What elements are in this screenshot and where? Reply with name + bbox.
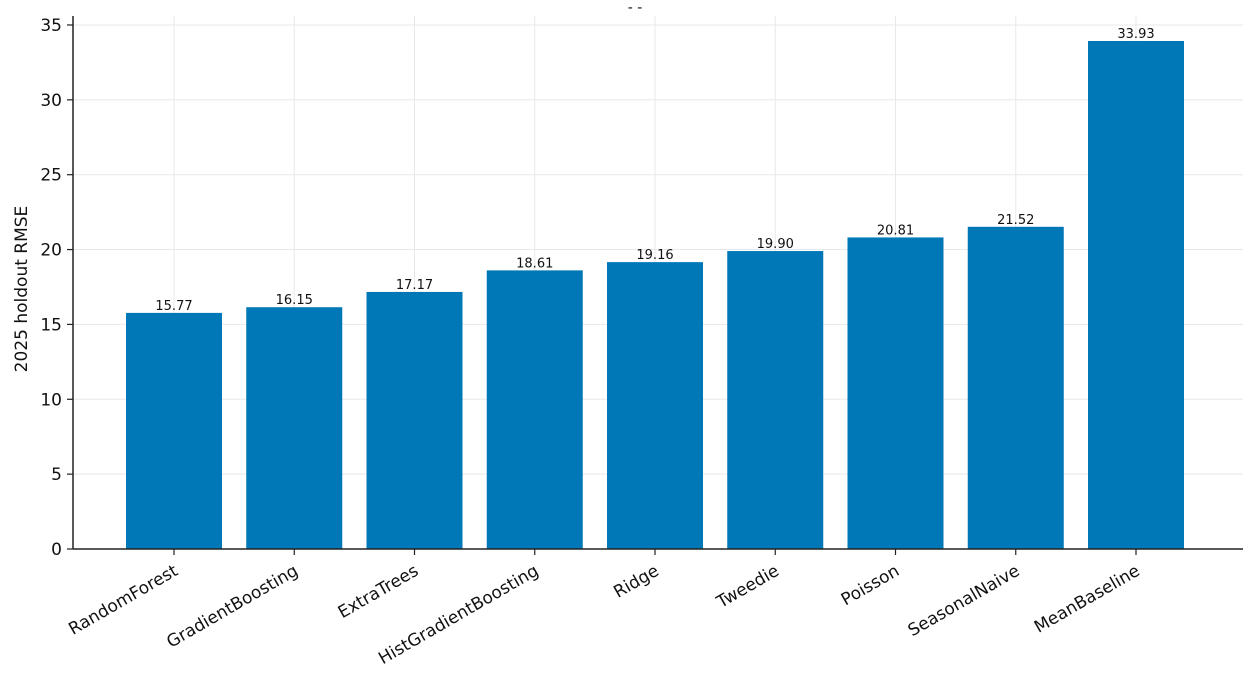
chart-title: - - [628,0,643,16]
bar-value-label: 19.90 [757,237,794,252]
bar-value-label: 20.81 [877,223,914,238]
bar-value-label: 33.93 [1117,27,1154,42]
bar-RandomForest [126,312,222,549]
x-tick-label: MeanBaseline [1031,561,1144,638]
bars [126,41,1184,550]
bar-Ridge [607,262,703,549]
bar-MeanBaseline [1088,41,1184,550]
bar-value-label: 15.77 [155,299,192,314]
axes [72,16,1243,550]
bar-Tweedie [727,251,824,549]
y-tick-label: 30 [40,91,62,111]
y-tick-label: 5 [51,465,62,485]
bar-HistGradientBoosting [486,270,583,549]
y-ticks: 0 5 10 15 20 25 30 35 [40,16,73,560]
x-tick-label: Ridge [610,561,662,603]
x-tick-label: RandomForest [65,561,181,640]
bar-SeasonalNaive [967,226,1064,549]
y-tick-label: 15 [40,315,62,335]
y-tick-label: 35 [40,16,62,36]
bar-ExtraTrees [366,291,463,549]
x-tick-label: Tweedie [713,561,783,613]
bar-value-label: 18.61 [516,256,553,271]
x-tick-label: SeasonalNaive [905,561,1023,641]
bar-Poisson [847,237,944,549]
bar-value-label: 16.15 [276,293,313,308]
x-tick-label: ExtraTrees [335,561,422,623]
bar-value-label: 19.16 [636,248,673,263]
bar-value-label: 21.52 [997,213,1034,228]
y-tick-label: 20 [40,241,62,261]
y-tick-label: 0 [51,540,62,560]
bar-value-label: 17.17 [396,278,433,293]
bar-value-labels: 15.77 16.15 17.17 18.61 19.16 19.90 20.81 21.52… [155,27,1154,314]
bar-GradientBoosting [246,307,343,549]
x-tick-label: GradientBoosting [163,561,301,652]
y-tick-label: 10 [40,390,62,410]
x-tick-label: Poisson [838,561,903,610]
y-tick-label: 25 [40,166,62,186]
y-axis-label: 2025 holdout RMSE [12,206,32,373]
